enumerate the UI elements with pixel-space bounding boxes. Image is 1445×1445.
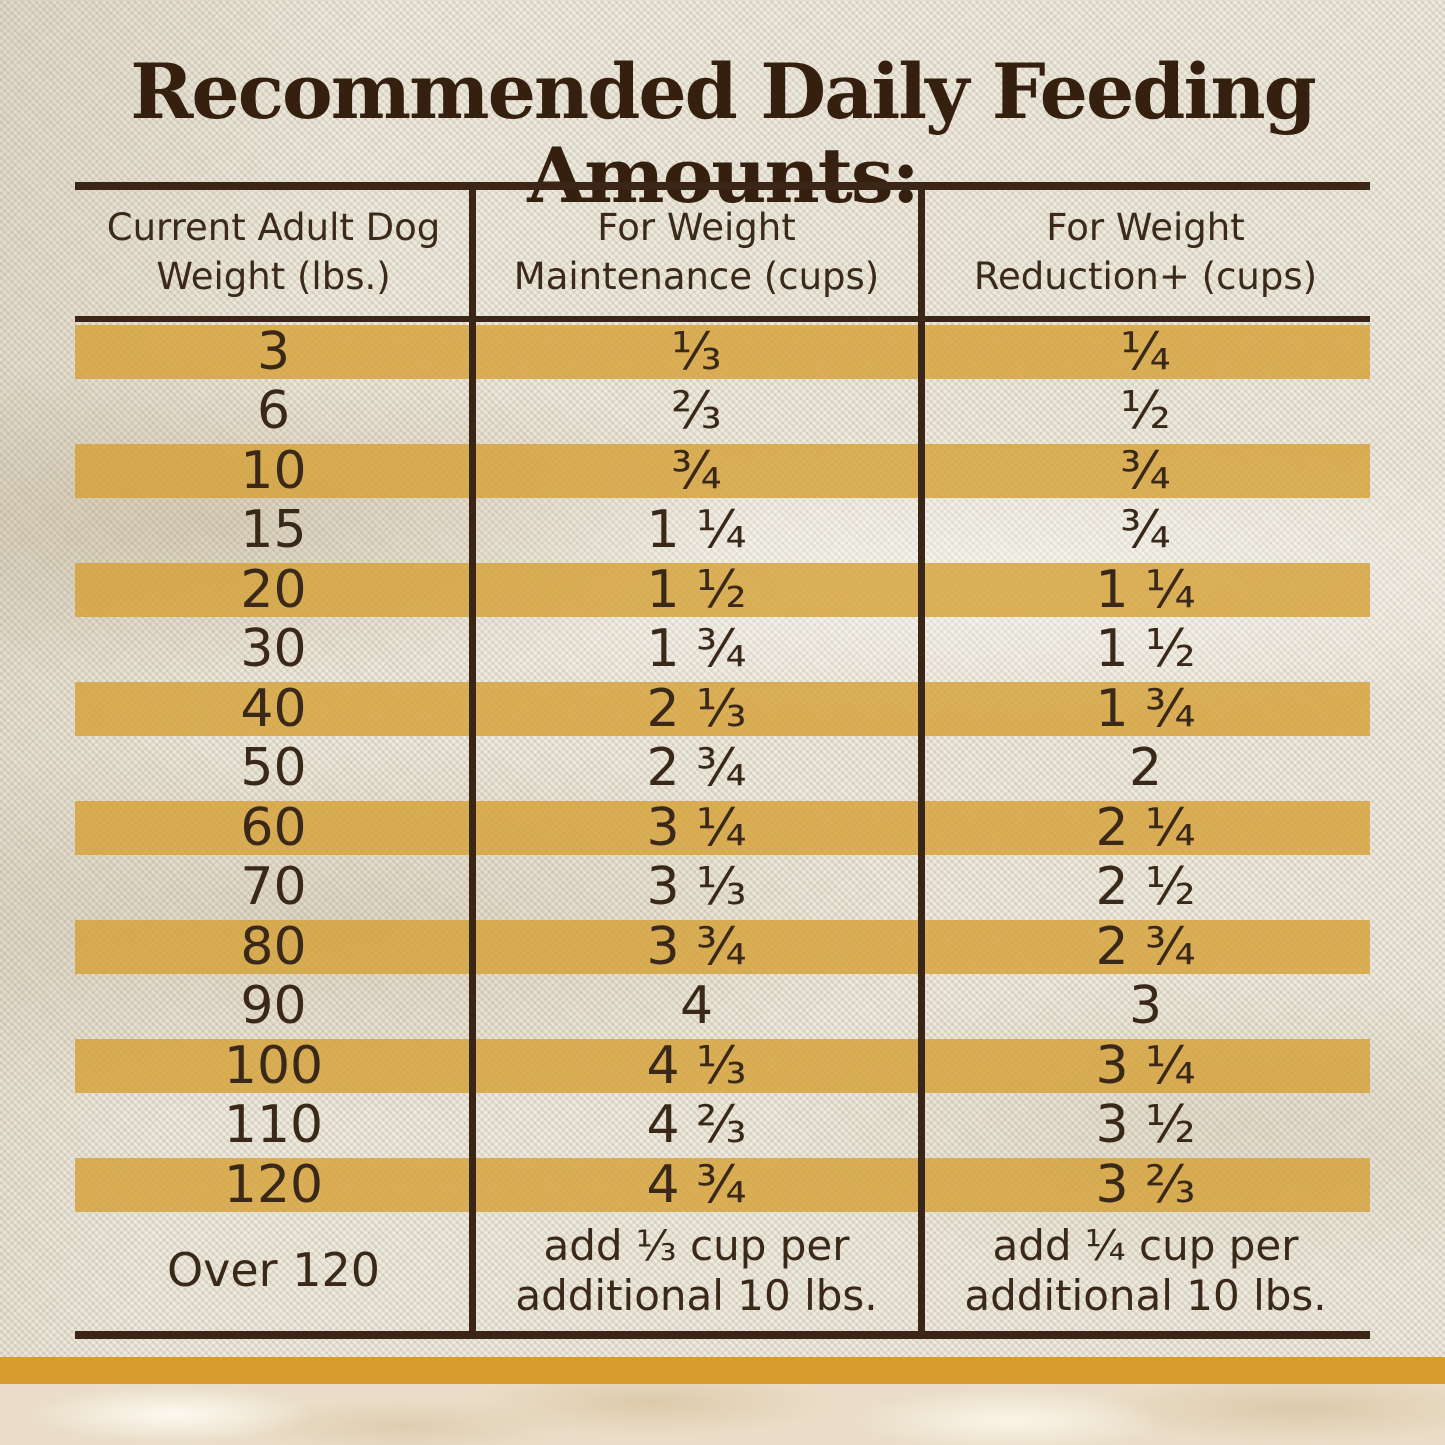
header-line: Weight (lbs.) <box>156 255 391 298</box>
maintenance-cell: ⅔ <box>671 381 722 442</box>
reduction-cell: ¾ <box>1120 440 1171 501</box>
weight-cell: 110 <box>223 1095 324 1156</box>
reduction-cell: 1 ½ <box>1095 619 1196 680</box>
reduction-cell: add ¼ cup per additional 10 lbs. <box>964 1220 1327 1320</box>
table-row: 90 4 3 <box>75 976 1370 1037</box>
reduction-cell: 2 ½ <box>1095 857 1196 918</box>
weight-cell: 100 <box>223 1035 324 1096</box>
table-row: 70 3 ⅓ 2 ½ <box>75 857 1370 918</box>
table-body: 3 ⅓ ¼ 6 ⅔ ½ 10 ¾ ¾ 15 1 ¼ ¾ 20 1 ½ <box>75 322 1370 1331</box>
maintenance-cell: 3 ¼ <box>646 797 747 858</box>
feeding-table: Current Adult Dog Weight (lbs.) For Weig… <box>75 182 1370 1339</box>
table-row: 110 4 ⅔ 3 ½ <box>75 1095 1370 1156</box>
column-header-reduction: For Weight Reduction+ (cups) <box>921 190 1370 316</box>
page-title: Recommended Daily Feeding Amounts: <box>130 47 1316 220</box>
amber-accent-bar <box>0 1357 1445 1384</box>
marble-footer <box>0 1384 1445 1445</box>
table-row: 120 4 ¾ 3 ⅔ <box>75 1155 1370 1215</box>
maintenance-cell: 2 ¾ <box>646 738 747 799</box>
header-line: For Weight <box>1046 206 1245 250</box>
maintenance-cell: 4 ⅔ <box>646 1095 747 1156</box>
maintenance-cell: 4 <box>679 976 714 1037</box>
weight-cell: 30 <box>240 619 307 680</box>
maintenance-cell: add ⅓ cup per additional 10 lbs. <box>515 1220 878 1320</box>
reduction-cell: 1 ¾ <box>1095 678 1196 739</box>
table-row: 80 3 ¾ 2 ¾ <box>75 917 1370 977</box>
reduction-cell: 3 <box>1128 976 1163 1037</box>
weight-cell: 6 <box>256 381 291 442</box>
maintenance-cell: 3 ¾ <box>646 916 747 977</box>
table-row: 40 2 ⅓ 1 ¾ <box>75 679 1370 739</box>
weight-cell: 15 <box>240 500 307 561</box>
maintenance-cell: ¾ <box>671 440 722 501</box>
table-header: Current Adult Dog Weight (lbs.) For Weig… <box>75 190 1370 316</box>
maintenance-cell: 2 ⅓ <box>646 678 747 739</box>
header-line: Maintenance (cups) <box>513 255 880 298</box>
table-row: 15 1 ¼ ¾ <box>75 500 1370 561</box>
table-bottom-border <box>75 1331 1370 1339</box>
maintenance-cell: 3 ⅓ <box>646 857 747 918</box>
weight-cell: 80 <box>240 916 307 977</box>
header-line: Reduction+ (cups) <box>973 255 1318 298</box>
header-line: Current Adult Dog <box>106 206 441 250</box>
reduction-cell: 2 ¼ <box>1095 797 1196 858</box>
column-header-weight: Current Adult Dog Weight (lbs.) <box>75 190 472 316</box>
table-row: 50 2 ¾ 2 <box>75 738 1370 799</box>
table-top-border <box>75 182 1370 190</box>
header-separator <box>75 316 1370 322</box>
weight-cell: 120 <box>223 1154 324 1215</box>
table-row: Over 120 add ⅓ cup per additional 10 lbs… <box>75 1215 1370 1332</box>
reduction-cell: ¾ <box>1120 500 1171 561</box>
maintenance-cell: 1 ¾ <box>646 619 747 680</box>
column-divider-2 <box>918 182 925 1339</box>
table-row: 100 4 ⅓ 3 ¼ <box>75 1036 1370 1096</box>
column-header-maintenance: For Weight Maintenance (cups) <box>472 190 921 316</box>
maintenance-cell: 1 ½ <box>646 559 747 620</box>
weight-cell: 20 <box>240 559 307 620</box>
weight-cell: 40 <box>240 678 307 739</box>
table-row: 3 ⅓ ¼ <box>75 322 1370 382</box>
maintenance-cell: ⅓ <box>671 321 722 382</box>
weight-cell: 60 <box>240 797 307 858</box>
reduction-cell: ½ <box>1120 381 1171 442</box>
weight-cell: Over 120 <box>166 1243 381 1298</box>
table-row: 6 ⅔ ½ <box>75 381 1370 442</box>
reduction-cell: 3 ¼ <box>1095 1035 1196 1096</box>
reduction-cell: 1 ¼ <box>1095 559 1196 620</box>
table-row: 30 1 ¾ 1 ½ <box>75 619 1370 680</box>
table-row: 60 3 ¼ 2 ¼ <box>75 798 1370 858</box>
weight-cell: 90 <box>240 976 307 1037</box>
maintenance-cell: 4 ⅓ <box>646 1035 747 1096</box>
table-row: 10 ¾ ¾ <box>75 441 1370 501</box>
reduction-cell: 3 ½ <box>1095 1095 1196 1156</box>
maintenance-cell: 1 ¼ <box>646 500 747 561</box>
reduction-cell: 2 ¾ <box>1095 916 1196 977</box>
weight-cell: 10 <box>240 440 307 501</box>
table-row: 20 1 ½ 1 ¼ <box>75 560 1370 620</box>
reduction-cell: 3 ⅔ <box>1095 1154 1196 1215</box>
weight-cell: 3 <box>256 321 291 382</box>
column-divider-1 <box>469 182 476 1339</box>
weight-cell: 70 <box>240 857 307 918</box>
reduction-cell: 2 <box>1128 738 1163 799</box>
maintenance-cell: 4 ¾ <box>646 1154 747 1215</box>
reduction-cell: ¼ <box>1120 321 1171 382</box>
weight-cell: 50 <box>240 738 307 799</box>
header-line: For Weight <box>597 206 796 250</box>
